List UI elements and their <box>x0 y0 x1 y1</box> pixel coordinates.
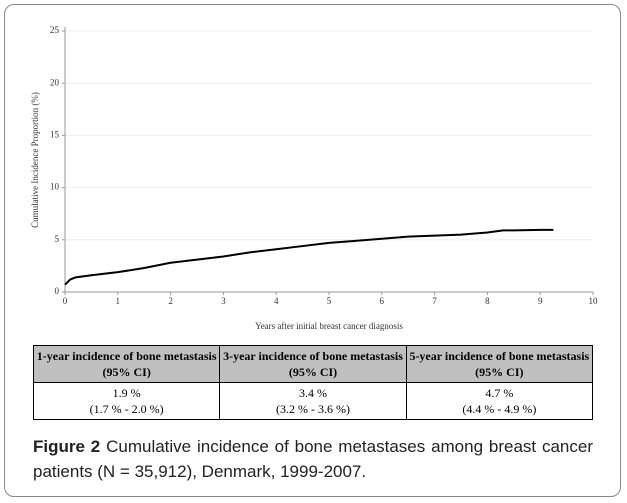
data-cell: 4.7 % (4.4 % - 4.9 %) <box>405 382 594 420</box>
header-cell: 3-year incidence of bone metastasis (95% … <box>219 345 407 383</box>
x-tick-label: 6 <box>380 296 385 306</box>
x-axis-label: Years after initial breast cancer diagno… <box>255 321 403 331</box>
data-row: 1.9 % (1.7 % - 2.0 %) 3.4 % (3.2 % - 3.6 %… <box>32 382 594 420</box>
data-cell: 1.9 % (1.7 % - 2.0 %) <box>32 382 221 420</box>
y-tick-label: 25 <box>50 25 60 35</box>
x-tick-label: 2 <box>168 296 173 306</box>
y-tick-label: 0 <box>55 286 60 296</box>
caption-text: Cumulative incidence of bone metastases … <box>33 437 593 481</box>
y-axis-label: Cumulative Incidence Proportion (%) <box>30 92 40 228</box>
data-cell: 3.4 % (3.2 % - 3.6 %) <box>219 382 407 420</box>
x-tick-label: 4 <box>274 296 279 306</box>
incidence-line <box>64 228 554 286</box>
header-row: 1-year incidence of bone metastasis (95% … <box>32 345 594 383</box>
header-text: 1-year incidence of bone metastasis <box>36 349 217 363</box>
caption-label: Figure 2 <box>33 437 101 456</box>
y-tick-label: 10 <box>50 182 60 192</box>
x-tick-label: 3 <box>221 296 226 306</box>
incidence-table: 1-year incidence of bone metastasis (95% … <box>32 345 594 420</box>
x-tick-label: 7 <box>432 296 437 306</box>
header-text: 3-year incidence of bone metastasis <box>223 349 403 363</box>
ci: (4.4 % - 4.9 %) <box>462 402 537 416</box>
header-text: (95% CI) <box>102 365 151 379</box>
header-text: (95% CI) <box>475 365 524 379</box>
x-tick-label: 0 <box>63 296 68 306</box>
header-text: 5-year incidence of bone metastasis <box>409 349 590 363</box>
y-tick-label: 15 <box>50 129 60 139</box>
y-tick-label: 5 <box>55 234 60 244</box>
y-tick-label: 20 <box>50 77 60 87</box>
header-text: (95% CI) <box>288 365 338 379</box>
x-tick-label: 10 <box>589 296 599 306</box>
caption: Figure 2 Cumulative incidence of bone me… <box>33 434 593 484</box>
estimate: 4.7 % <box>485 386 514 400</box>
ci: (1.7 % - 2.0 %) <box>89 402 164 416</box>
header-cell: 5-year incidence of bone metastasis (95% … <box>405 345 594 383</box>
header-cell: 1-year incidence of bone metastasis (95% … <box>32 345 221 383</box>
estimate: 1.9 % <box>112 386 141 400</box>
estimate: 3.4 % <box>298 386 327 400</box>
x-tick-label: 1 <box>116 296 121 306</box>
chart: Cumulative Incidence Proportion (%) Year… <box>30 25 599 331</box>
x-tick-label: 8 <box>485 296 490 306</box>
ci: (3.2 % - 3.6 %) <box>276 402 350 416</box>
x-tick-label: 5 <box>327 296 332 306</box>
figure-frame <box>4 4 621 497</box>
x-tick-label: 9 <box>538 296 543 306</box>
